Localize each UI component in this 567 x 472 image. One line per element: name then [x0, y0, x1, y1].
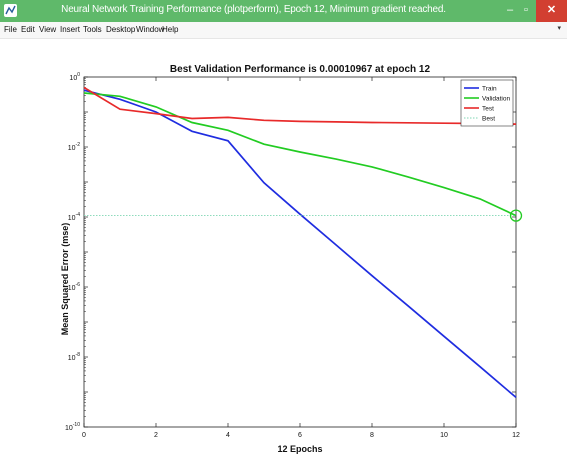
series-line-validation — [83, 92, 517, 217]
series-line-test — [83, 86, 517, 125]
legend-label-validation: Validation — [482, 96, 510, 103]
legend-label-best: Best — [482, 116, 495, 123]
x-tick-label: 6 — [298, 432, 302, 439]
menu-window[interactable]: Window — [136, 25, 165, 34]
menu-help[interactable]: Help — [162, 25, 179, 34]
x-tick-label: 10 — [440, 432, 448, 439]
x-tick-label: 0 — [82, 432, 86, 439]
y-tick-label: 10-2 — [68, 142, 80, 152]
y-tick-label: 10-8 — [68, 352, 80, 362]
legend-label-test: Test — [482, 106, 494, 113]
chart-legend: Train Validation Test Best — [460, 79, 514, 127]
matlab-figure-icon — [4, 4, 17, 17]
y-axis-label: Mean Squared Error (mse) — [60, 223, 70, 336]
window-title: Neural Network Training Performance (plo… — [61, 4, 446, 15]
figure-area: Best Validation Performance is 0.0001096… — [0, 39, 567, 467]
y-tick-label: 100 — [69, 72, 80, 82]
x-tick-label: 12 — [512, 432, 520, 439]
menu-desktop[interactable]: Desktop — [106, 25, 136, 34]
menu-tools[interactable]: Tools — [83, 25, 102, 34]
plot-axes-box — [83, 76, 517, 428]
x-tick-label: 2 — [154, 432, 158, 439]
y-tick-label: 10-6 — [68, 282, 80, 292]
x-tick-label: 4 — [226, 432, 230, 439]
x-tick-label: 8 — [370, 432, 374, 439]
chart-title: Best Validation Performance is 0.0001096… — [170, 64, 431, 75]
menu-view[interactable]: View — [39, 25, 57, 34]
window-titlebar: Neural Network Training Performance (plo… — [0, 0, 567, 22]
menu-edit[interactable]: Edit — [21, 25, 35, 34]
menu-bar: File Edit View Insert Tools Desktop Wind… — [0, 22, 567, 39]
maximize-icon[interactable]: ▫ — [524, 4, 528, 16]
x-axis-label: 12 Epochs — [277, 444, 322, 454]
minimize-icon[interactable]: – — [506, 4, 514, 16]
performance-chart: Best Validation Performance is 0.0001096… — [60, 64, 523, 454]
y-tick-label: 10-4 — [68, 212, 80, 222]
legend-label-train: Train — [482, 86, 497, 93]
close-icon[interactable]: ✕ — [536, 0, 567, 22]
menu-insert[interactable]: Insert — [60, 25, 81, 34]
series-line-train — [83, 89, 517, 399]
y-tick-label: 10-10 — [65, 422, 80, 432]
chevron-down-icon[interactable]: ▾ — [557, 25, 561, 32]
menu-file[interactable]: File — [4, 25, 17, 34]
best-validation-marker — [509, 209, 523, 222]
